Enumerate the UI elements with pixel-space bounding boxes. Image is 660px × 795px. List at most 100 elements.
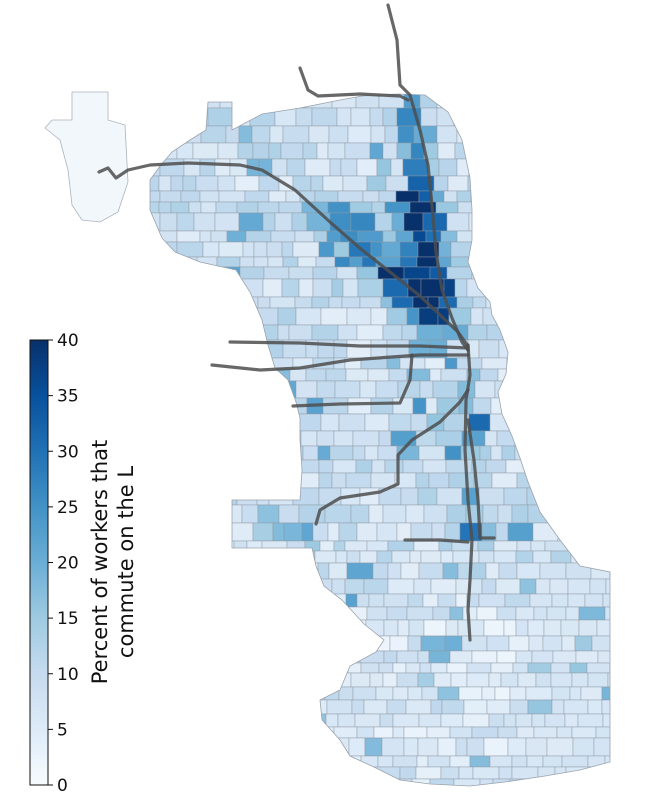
census-tract [150, 94, 160, 109]
census-tract [608, 778, 610, 786]
census-tract [292, 241, 320, 258]
census-tract [535, 672, 552, 688]
census-tract [374, 635, 391, 652]
census-tract [170, 445, 187, 461]
census-tract [198, 413, 225, 432]
census-tract [172, 635, 197, 652]
census-tract [418, 562, 444, 580]
census-tract [236, 201, 259, 214]
census-tract [496, 241, 524, 258]
census-tract [570, 324, 583, 341]
census-tract [590, 430, 610, 447]
rail-line-southwest-branch [291, 353, 414, 408]
census-tract [523, 158, 537, 177]
census-tract [605, 256, 610, 268]
rail-line-south-connector [403, 538, 470, 544]
census-tract [416, 324, 444, 341]
census-tract [383, 619, 399, 637]
census-tract [413, 578, 432, 595]
census-tract [187, 339, 208, 359]
census-tract [229, 713, 250, 728]
census-tract [298, 278, 314, 298]
census-tract [268, 619, 286, 637]
census-tract [406, 606, 434, 621]
census-tract [516, 726, 535, 739]
census-tract [604, 755, 610, 768]
census-tract [578, 778, 592, 786]
census-tract [352, 430, 380, 447]
census-tract [152, 413, 178, 432]
census-tract [263, 635, 286, 652]
census-tract [150, 726, 153, 739]
census-tract [311, 324, 339, 341]
census-tract [154, 230, 178, 243]
census-tract [150, 686, 164, 701]
census-tract [405, 504, 425, 524]
census-tract [242, 241, 255, 258]
census-tract [268, 190, 287, 203]
census-tract [304, 606, 330, 621]
census-tract [210, 324, 236, 341]
census-tract [295, 307, 322, 326]
census-tract [358, 635, 376, 652]
census-tract [397, 619, 410, 637]
census-tract [150, 619, 156, 637]
census-tract [466, 278, 489, 298]
census-tract [429, 368, 442, 382]
census-tract [428, 472, 450, 489]
census-tract [437, 593, 457, 608]
census-tract [456, 190, 472, 203]
census-tract [225, 307, 243, 326]
census-tract [252, 142, 270, 160]
census-tract [201, 778, 225, 786]
census-tract [308, 699, 328, 715]
census-tract [202, 241, 220, 258]
census-tract [613, 297, 625, 308]
census-tract [202, 699, 216, 715]
census-tract [308, 778, 326, 786]
census-tract [455, 737, 468, 757]
census-tract [580, 278, 593, 298]
colorbar-tick-label: 35 [57, 387, 79, 407]
census-tract [178, 540, 194, 552]
census-tract [264, 686, 291, 701]
census-tract [430, 699, 443, 715]
census-tract [485, 459, 507, 474]
census-tract [346, 635, 360, 652]
census-tract [544, 713, 566, 728]
census-tract [271, 578, 294, 595]
census-tract [226, 562, 254, 580]
census-tract [409, 550, 422, 564]
census-tract [347, 397, 372, 415]
census-tract [481, 357, 508, 370]
census-tract [573, 125, 590, 144]
census-tract [214, 699, 237, 715]
colorbar-label-line1: Percent of workers that [88, 440, 112, 685]
census-tract [287, 662, 313, 674]
census-tract [382, 324, 403, 341]
census-tract [569, 662, 588, 674]
census-tract [274, 430, 290, 447]
census-tract [151, 726, 175, 739]
census-tract [456, 296, 474, 309]
census-tract [295, 107, 313, 127]
census-tract [417, 737, 439, 757]
census-tract [195, 755, 222, 768]
census-tract [150, 413, 154, 432]
census-tract [571, 241, 591, 258]
census-tract [527, 230, 552, 243]
census-tract [371, 459, 386, 474]
census-tract [537, 339, 551, 359]
census-tract [159, 755, 178, 768]
census-tract [362, 190, 380, 203]
census-tract [294, 413, 322, 432]
census-tract [237, 635, 251, 652]
census-tract [526, 755, 544, 768]
census-tract [239, 726, 252, 739]
census-tract [548, 142, 567, 160]
census-tract [176, 212, 195, 232]
census-tract [249, 635, 265, 652]
census-tract [508, 380, 523, 399]
census-tract [210, 713, 231, 728]
census-tract [507, 107, 530, 127]
